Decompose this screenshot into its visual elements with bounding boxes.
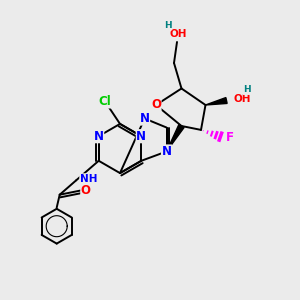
Polygon shape (206, 98, 227, 105)
Text: O: O (151, 98, 161, 112)
Text: H: H (243, 85, 250, 94)
Polygon shape (167, 124, 184, 152)
Text: N: N (136, 130, 146, 143)
Text: Cl: Cl (99, 95, 111, 108)
Text: OH: OH (170, 28, 187, 39)
Text: H: H (164, 21, 172, 30)
Text: N: N (140, 112, 150, 125)
Text: F: F (226, 131, 234, 144)
Text: O: O (81, 184, 91, 197)
Text: NH: NH (80, 174, 97, 184)
Text: OH: OH (233, 94, 250, 104)
Text: N: N (94, 130, 104, 143)
Text: N: N (161, 145, 172, 158)
